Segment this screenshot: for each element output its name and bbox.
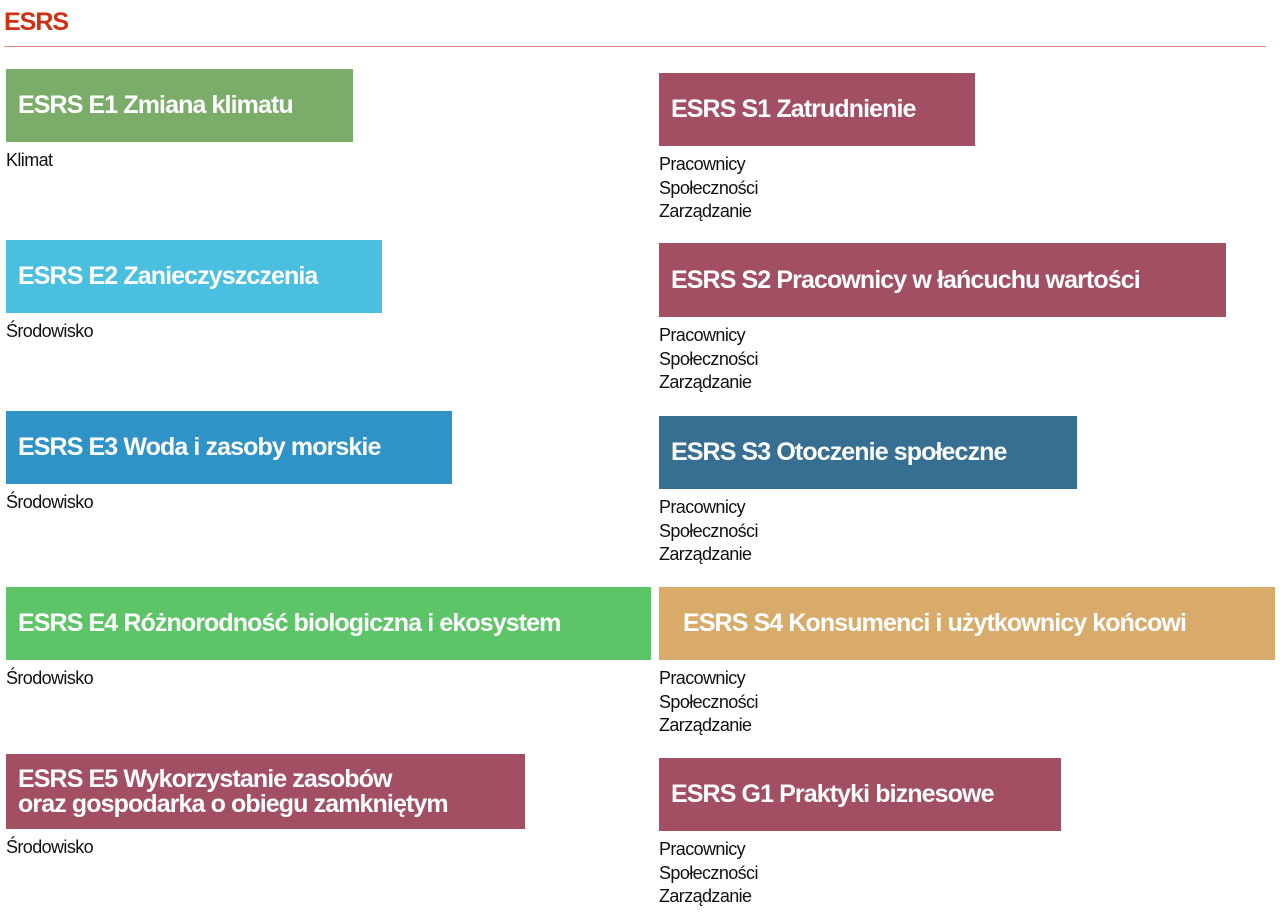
tag: Społeczności <box>659 691 758 712</box>
standard-card-s2: ESRS S2 Pracownicy w łańcuchu wartości P… <box>659 243 1226 395</box>
standard-tags-s2: Pracownicy Społeczności Zarządzanie <box>659 324 1226 395</box>
standard-tags-e1: Klimat <box>6 149 353 173</box>
tag: Społeczności <box>659 348 758 369</box>
standard-title-e5: ESRS E5 Wykorzystanie zasobów oraz gospo… <box>6 754 525 829</box>
tag: Środowisko <box>6 321 94 341</box>
standard-tags-e3: Środowisko <box>6 491 452 515</box>
standard-tags-g1: Pracownicy Społeczności Zarządzanie <box>659 838 1061 909</box>
tag: Środowisko <box>6 668 94 688</box>
standard-tags-s3: Pracownicy Społeczności Zarządzanie <box>659 496 1077 567</box>
standard-tags-s4: Pracownicy Społeczności Zarządzanie <box>659 667 1275 738</box>
title-divider <box>4 46 1266 47</box>
tag: Zarządzanie <box>659 372 752 392</box>
standard-card-e2: ESRS E2 Zanieczyszczenia Środowisko <box>6 240 382 344</box>
standard-card-s1: ESRS S1 Zatrudnienie Pracownicy Społeczn… <box>659 73 975 224</box>
tag: Środowisko <box>6 837 94 857</box>
standard-card-s3: ESRS S3 Otoczenie społeczne Pracownicy S… <box>659 416 1077 567</box>
standard-title-s4: ESRS S4 Konsumenci i użytkownicy końcowi <box>659 587 1275 660</box>
standard-card-e4: ESRS E4 Różnorodność biologiczna i ekosy… <box>6 587 651 691</box>
tag: Pracownicy <box>659 839 746 859</box>
tag: Pracownicy <box>659 497 746 517</box>
standard-title-s2: ESRS S2 Pracownicy w łańcuchu wartości <box>659 243 1226 317</box>
standard-title-s1: ESRS S1 Zatrudnienie <box>659 73 975 146</box>
standard-title-e2: ESRS E2 Zanieczyszczenia <box>6 240 382 313</box>
standard-card-s4: ESRS S4 Konsumenci i użytkownicy końcowi… <box>659 587 1275 738</box>
standard-title-g1: ESRS G1 Praktyki biznesowe <box>659 758 1061 831</box>
standard-title-e3: ESRS E3 Woda i zasoby morskie <box>6 411 452 484</box>
tag: Pracownicy <box>659 325 746 345</box>
standard-card-e5: ESRS E5 Wykorzystanie zasobów oraz gospo… <box>6 754 525 860</box>
standard-card-g1: ESRS G1 Praktyki biznesowe Pracownicy Sp… <box>659 758 1061 909</box>
tag: Klimat <box>6 150 53 170</box>
standard-title-s3: ESRS S3 Otoczenie społeczne <box>659 416 1077 489</box>
tag: Zarządzanie <box>659 715 752 735</box>
tag: Zarządzanie <box>659 201 752 221</box>
standard-tags-s1: Pracownicy Społeczności Zarządzanie <box>659 153 975 224</box>
tag: Społeczności <box>659 862 758 883</box>
standard-card-e3: ESRS E3 Woda i zasoby morskie Środowisko <box>6 411 452 515</box>
standard-title-e4: ESRS E4 Różnorodność biologiczna i ekosy… <box>6 587 651 660</box>
tag: Środowisko <box>6 492 94 512</box>
tag: Społeczności <box>659 520 758 541</box>
tag: Zarządzanie <box>659 886 752 906</box>
tag: Pracownicy <box>659 154 746 174</box>
standard-title-e1: ESRS E1 Zmiana klimatu <box>6 69 353 142</box>
tag: Pracownicy <box>659 668 746 688</box>
standard-tags-e5: Środowisko <box>6 836 525 860</box>
standard-card-e1: ESRS E1 Zmiana klimatu Klimat <box>6 69 353 173</box>
tag: Zarządzanie <box>659 544 752 564</box>
standard-tags-e2: Środowisko <box>6 320 382 344</box>
page-title: ESRS <box>4 8 69 36</box>
standard-tags-e4: Środowisko <box>6 667 651 691</box>
tag: Społeczności <box>659 177 758 198</box>
